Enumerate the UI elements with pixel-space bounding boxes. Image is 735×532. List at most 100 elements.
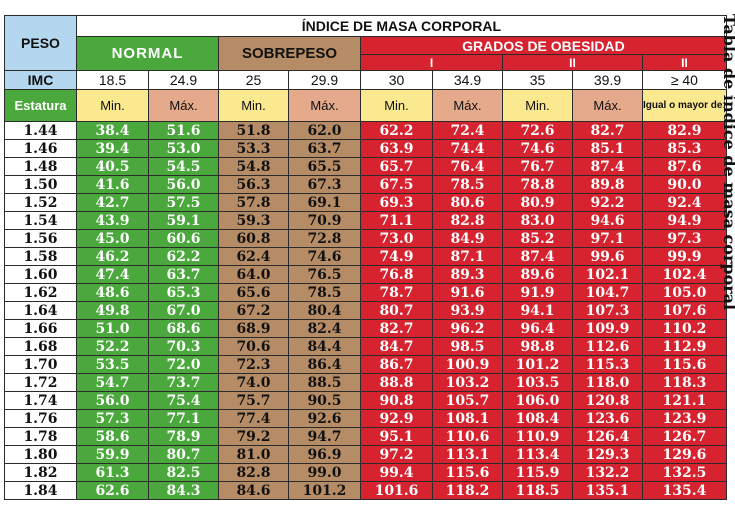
weight-cell: 74.4 [432,139,503,158]
weight-cell: 113.1 [432,445,503,464]
weight-cell: 96.9 [288,445,361,464]
estatura-cell: 1.48 [4,157,77,176]
table-row: 1.70 53.5 72.0 72.3 86.4 86.7 100.9 101.2 115.3 1… [4,355,727,374]
weight-cell: 115.6 [642,355,727,374]
imc-value: 29.9 [288,70,361,90]
weight-cell: 62.6 [76,481,149,500]
table-row: 1.52 42.7 57.5 57.8 69.1 69.3 80.6 80.9 92.2 92.4 [4,193,727,212]
weight-cell: 92.6 [288,409,361,428]
estatura-cell: 1.50 [4,175,77,194]
weight-cell: 79.2 [218,427,289,446]
table-row: 1.66 51.0 68.6 68.9 82.4 82.7 96.2 96.4 109.9 110… [4,319,727,338]
weight-cell: 74.0 [218,373,289,392]
weight-cell: 73.0 [360,229,433,248]
weight-cell: 45.0 [76,229,149,248]
table-row: 1.82 61.3 82.5 82.8 99.0 99.4 115.6 115.9 132.2 1… [4,463,727,482]
weight-cell: 91.9 [502,283,573,302]
weight-cell: 78.7 [360,283,433,302]
weight-cell: 82.7 [572,121,643,140]
weight-cell: 86.7 [360,355,433,374]
weight-cell: 65.5 [288,157,361,176]
imc-value: 35 [502,70,573,90]
weight-cell: 87.4 [502,247,573,266]
table-row: 1.80 59.9 80.7 81.0 96.9 97.2 113.1 113.4 129.3 1… [4,445,727,464]
weight-cell: 64.0 [218,265,289,284]
weight-cell: 72.4 [432,121,503,140]
weight-cell: 57.5 [148,193,219,212]
weight-cell: 53.0 [148,139,219,158]
weight-cell: 135.4 [642,481,727,500]
weight-cell: 67.2 [218,301,289,320]
imc-value: 30 [360,70,433,90]
weight-cell: 46.2 [76,247,149,266]
weight-cell: 126.7 [642,427,727,446]
weight-cell: 77.1 [148,409,219,428]
estatura-cell: 1.46 [4,139,77,158]
table-row: 1.78 58.6 78.9 79.2 94.7 95.1 110.6 110.9 126.4 1… [4,427,727,446]
estatura-cell: 1.54 [4,211,77,230]
weight-cell: 82.8 [432,211,503,230]
weight-cell: 118.0 [572,373,643,392]
weight-cell: 75.4 [148,391,219,410]
weight-cell: 80.7 [148,445,219,464]
peso-header: PESO [4,15,77,71]
weight-cell: 72.0 [148,355,219,374]
weight-cell: 90.8 [360,391,433,410]
weight-cell: 77.4 [218,409,289,428]
table-row: 1.50 41.6 56.0 56.3 67.3 67.5 78.5 78.8 89.8 90.0 [4,175,727,194]
weight-cell: 110.6 [432,427,503,446]
weight-cell: 132.5 [642,463,727,482]
estatura-cell: 1.62 [4,283,77,302]
max-header: Máx. [148,89,219,122]
weight-cell: 126.4 [572,427,643,446]
imc-value: 25 [218,70,289,90]
weight-cell: 86.4 [288,355,361,374]
weight-cell: 54.7 [76,373,149,392]
weight-cell: 123.9 [642,409,727,428]
weight-cell: 74.9 [360,247,433,266]
weight-cell: 99.4 [360,463,433,482]
weight-cell: 80.4 [288,301,361,320]
weight-cell: 121.1 [642,391,727,410]
weight-cell: 57.3 [76,409,149,428]
min-header: Min. [218,89,289,122]
weight-cell: 106.0 [502,391,573,410]
weight-cell: 112.6 [572,337,643,356]
estatura-cell: 1.44 [4,121,77,140]
table-row: 1.64 49.8 67.0 67.2 80.4 80.7 93.9 94.1 107.3 107… [4,301,727,320]
weight-cell: 51.0 [76,319,149,338]
max-header: Máx. [288,89,361,122]
weight-cell: 70.6 [218,337,289,356]
weight-cell: 113.4 [502,445,573,464]
weight-cell: 56.0 [76,391,149,410]
estatura-cell: 1.80 [4,445,77,464]
estatura-header: Estatura [4,89,77,122]
weight-cell: 67.5 [360,175,433,194]
weight-cell: 38.4 [76,121,149,140]
weight-cell: 96.4 [502,319,573,338]
table-row: 1.84 62.6 84.3 84.6 101.2 101.6 118.2 118.5 135.… [4,481,727,500]
weight-cell: 82.7 [360,319,433,338]
weight-cell: 89.3 [432,265,503,284]
weight-cell: 99.0 [288,463,361,482]
weight-cell: 132.2 [572,463,643,482]
imc-value: ≥ 40 [642,70,727,90]
weight-cell: 107.3 [572,301,643,320]
weight-cell: 84.4 [288,337,361,356]
normal-header: NORMAL [76,36,219,71]
weight-cell: 92.2 [572,193,643,212]
weight-cell: 85.3 [642,139,727,158]
weight-cell: 52.2 [76,337,149,356]
weight-cell: 81.0 [218,445,289,464]
weight-cell: 70.9 [288,211,361,230]
weight-cell: 109.9 [572,319,643,338]
estatura-cell: 1.60 [4,265,77,284]
weight-cell: 69.1 [288,193,361,212]
weight-cell: 78.5 [432,175,503,194]
imc-value: 24.9 [148,70,219,90]
weight-cell: 118.2 [432,481,503,500]
weight-cell: 99.6 [572,247,643,266]
weight-cell: 39.4 [76,139,149,158]
weight-cell: 74.6 [502,139,573,158]
weight-cell: 82.5 [148,463,219,482]
